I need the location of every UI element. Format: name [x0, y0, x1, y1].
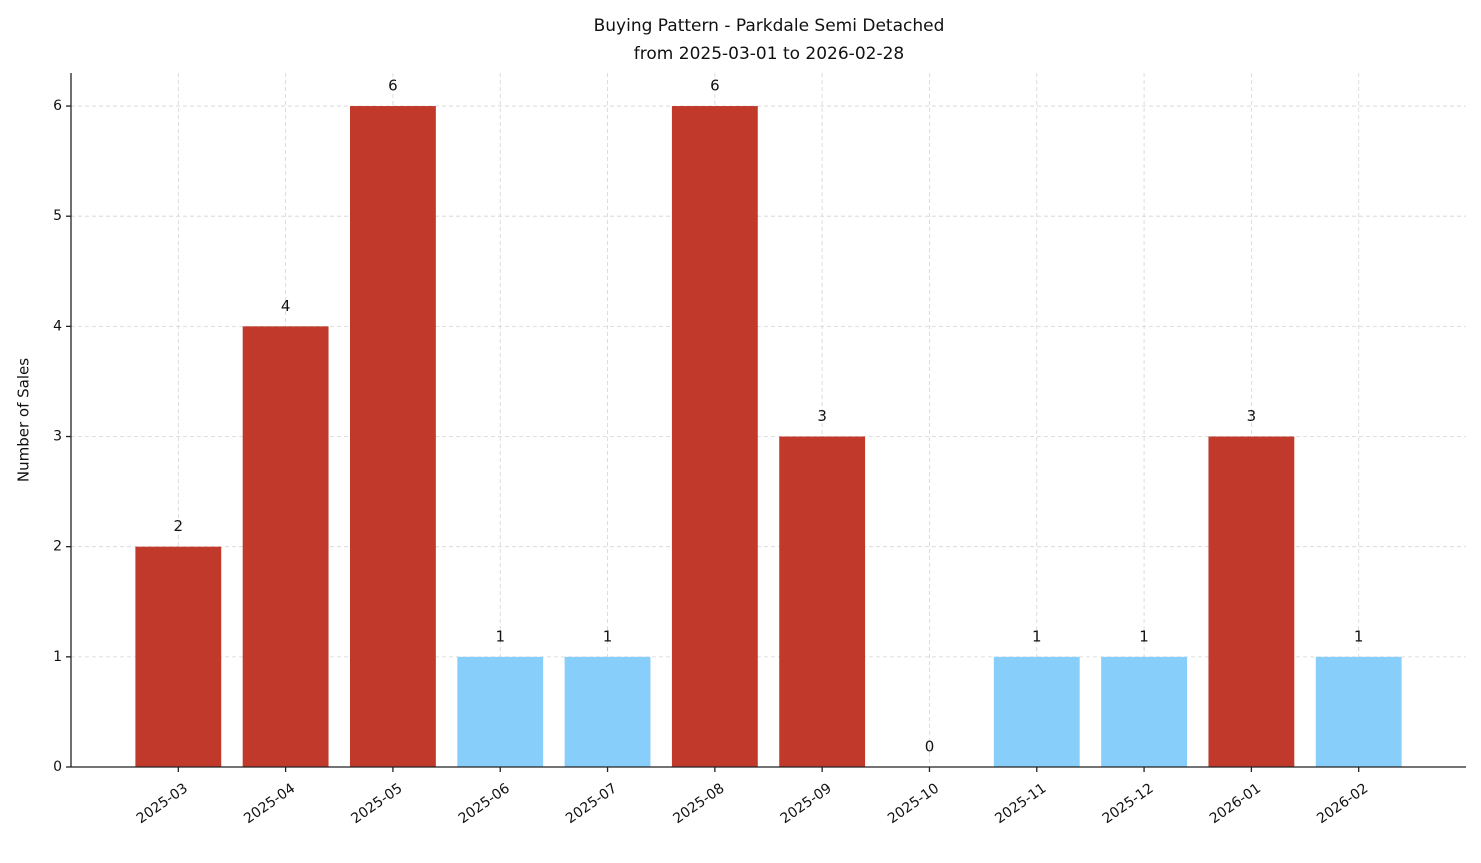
bar: [135, 546, 222, 767]
x-tick-label: 2025-07: [563, 780, 620, 827]
value-label: 1: [603, 627, 613, 645]
x-tick-label: 2026-02: [1314, 780, 1371, 827]
value-label: 6: [710, 77, 720, 95]
y-tick-label: 3: [53, 429, 62, 445]
x-tick-label: 2025-06: [456, 780, 513, 827]
y-tick-label: 4: [53, 318, 62, 334]
bar: [564, 656, 651, 767]
value-label: 3: [817, 407, 827, 425]
chart-subtitle: from 2025-03-01 to 2026-02-28: [634, 44, 904, 64]
x-tick-label: 2025-08: [670, 780, 727, 827]
value-label: 3: [1247, 407, 1257, 425]
value-label: 6: [388, 77, 398, 95]
bar: [457, 656, 544, 767]
x-tick-label: 2025-12: [1100, 780, 1157, 827]
x-tick-label: 2025-09: [778, 780, 835, 827]
bar: [993, 656, 1080, 767]
bar: [1208, 436, 1295, 767]
value-label: 1: [1354, 627, 1364, 645]
bar: [1101, 656, 1187, 767]
bar: [671, 106, 758, 768]
x-tick-label: 2025-11: [992, 780, 1049, 827]
bar: [1315, 656, 1402, 767]
y-tick-label: 0: [53, 759, 62, 775]
chart-title: Buying Pattern - Parkdale Semi Detached: [594, 16, 945, 36]
x-tick-label: 2025-05: [348, 780, 405, 827]
value-label: 0: [925, 738, 935, 756]
x-tick-label: 2025-04: [241, 780, 298, 827]
y-axis-label: Number of Sales: [15, 358, 33, 482]
y-tick-label: 6: [53, 98, 62, 114]
bar: [350, 106, 436, 768]
y-tick-label: 1: [53, 649, 62, 665]
value-label: 1: [495, 627, 505, 645]
y-tick-label: 2: [53, 539, 62, 555]
bar: [779, 436, 866, 767]
x-tick-label: 2025-10: [885, 780, 942, 827]
value-label: 4: [281, 297, 291, 315]
x-tick-label: 2025-03: [134, 780, 191, 827]
y-tick-label: 5: [53, 208, 62, 224]
x-tick-label: 2026-01: [1207, 780, 1264, 827]
value-label: 1: [1139, 627, 1149, 645]
value-label: 2: [174, 517, 184, 535]
value-label: 1: [1032, 627, 1042, 645]
bar: [242, 326, 329, 767]
